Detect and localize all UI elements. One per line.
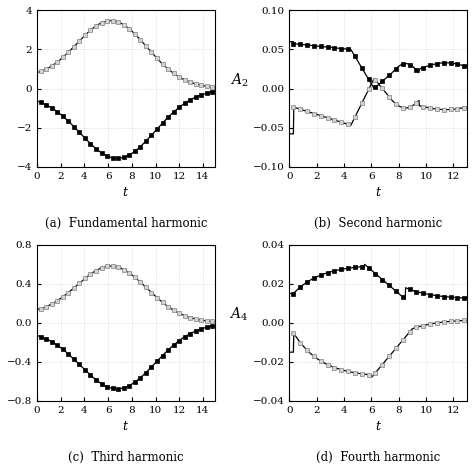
Y-axis label: $A_2$: $A_2$: [229, 71, 248, 89]
X-axis label: $t$: $t$: [122, 186, 129, 199]
Text: (a)  Fundamental harmonic: (a) Fundamental harmonic: [45, 217, 207, 229]
Text: (d)  Fourth harmonic: (d) Fourth harmonic: [316, 451, 440, 464]
Text: (b)  Second harmonic: (b) Second harmonic: [314, 217, 442, 229]
X-axis label: $t$: $t$: [122, 420, 129, 433]
Y-axis label: $A_4$: $A_4$: [229, 305, 248, 323]
X-axis label: $t$: $t$: [374, 186, 382, 199]
Text: (c)  Third harmonic: (c) Third harmonic: [68, 451, 184, 464]
X-axis label: $t$: $t$: [374, 420, 382, 433]
